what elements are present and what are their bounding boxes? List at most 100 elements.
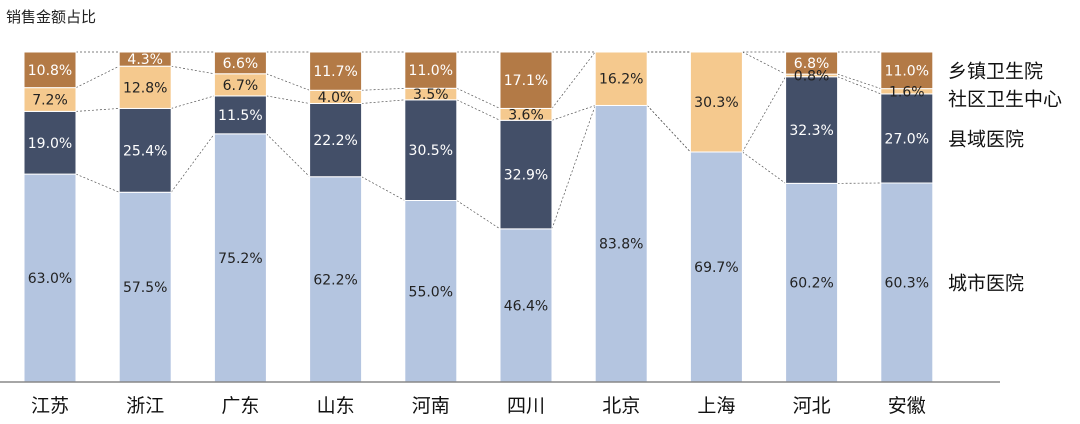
connector-line — [456, 200, 501, 230]
connector-line — [266, 95, 310, 104]
legend-label: 城市医院 — [948, 273, 1024, 295]
data-label: 12.8% — [123, 80, 167, 96]
connector-line — [266, 133, 310, 177]
bar-segment — [880, 93, 934, 184]
data-label: 32.9% — [504, 168, 548, 184]
data-label: 16.2% — [599, 72, 643, 88]
connector-line — [742, 51, 786, 75]
data-label: 27.0% — [885, 131, 929, 147]
data-label: 17.1% — [504, 73, 548, 89]
category-label: 浙江 — [126, 395, 164, 417]
category-label: 四川 — [507, 395, 545, 417]
data-label: 10.8% — [28, 63, 72, 79]
connector-line — [837, 73, 881, 89]
bar-segment — [23, 173, 77, 383]
bar-segment — [689, 151, 743, 383]
legend-label: 县域医院 — [948, 128, 1024, 150]
connector-line — [361, 176, 405, 201]
category-label: 江苏 — [31, 395, 69, 417]
data-label: 22.2% — [313, 133, 357, 149]
connector-line — [266, 73, 310, 91]
data-label: 11.0% — [409, 63, 453, 79]
legend-label: 社区卫生中心 — [948, 88, 1062, 110]
bar-segment — [23, 110, 77, 175]
data-label: 30.3% — [694, 95, 738, 111]
bar-segment — [309, 51, 363, 91]
data-label: 1.6% — [889, 84, 925, 100]
connector-line — [75, 65, 120, 88]
data-label: 4.0% — [318, 90, 354, 106]
data-label: 3.5% — [413, 87, 449, 103]
connector-line — [170, 133, 215, 193]
bar-segment — [213, 133, 267, 383]
bar-segment — [404, 51, 458, 89]
bar-segment — [594, 51, 648, 106]
data-labels: 63.0% 19.0% 7.2% 10.8% 57.5% 25.4% 12.8% 4.3% 75… — [28, 52, 929, 314]
category-label: 河北 — [793, 395, 831, 417]
connector-line — [456, 87, 501, 109]
connector-line — [742, 76, 786, 153]
bar-segment — [785, 76, 839, 184]
data-label: 11.5% — [218, 108, 262, 124]
bar-segment — [689, 51, 743, 153]
connector-line — [742, 151, 786, 184]
bar-segment — [309, 176, 363, 383]
connector-line — [75, 108, 120, 112]
bar-segment — [118, 107, 172, 193]
bar-segment — [785, 51, 839, 75]
data-label: 6.6% — [223, 56, 259, 72]
data-label: 32.3% — [789, 123, 833, 139]
connector-line — [551, 105, 596, 229]
connector-line — [361, 99, 405, 104]
connector-line — [456, 99, 501, 121]
data-label: 60.3% — [885, 276, 929, 292]
bar-segment — [23, 51, 77, 89]
bar-segment — [499, 228, 553, 383]
data-label: 0.8% — [794, 68, 830, 84]
bar-segment — [213, 95, 267, 135]
bar-segment — [785, 182, 839, 383]
data-label: 57.5% — [123, 280, 167, 296]
bars — [23, 51, 934, 383]
connector-lines — [75, 51, 881, 230]
connector-line — [171, 65, 215, 75]
data-label: 63.0% — [28, 271, 72, 287]
category-label: 广东 — [221, 395, 259, 417]
connector-line — [171, 95, 215, 109]
bar-segment — [404, 99, 458, 201]
data-label: 4.3% — [127, 52, 163, 68]
data-label: 6.7% — [223, 78, 259, 94]
bar-segment — [309, 102, 363, 178]
bar-segment — [118, 51, 172, 67]
chart-title: 销售金额占比 — [6, 8, 97, 26]
connector-line — [646, 105, 691, 153]
connector-line — [361, 87, 405, 91]
data-label: 62.2% — [313, 272, 357, 288]
data-label: 7.2% — [32, 93, 68, 109]
data-label: 46.4% — [504, 298, 548, 314]
category-label: 上海 — [697, 395, 735, 417]
data-label: 55.0% — [409, 284, 453, 300]
data-label: 6.8% — [794, 56, 830, 72]
connector-line — [75, 173, 120, 193]
data-label: 30.5% — [409, 143, 453, 159]
data-label: 19.0% — [28, 136, 72, 152]
connector-line — [551, 51, 596, 109]
bar-segment — [594, 104, 648, 383]
category-label: 安徽 — [888, 395, 926, 417]
data-label: 11.7% — [313, 64, 357, 80]
bar-segment — [880, 182, 934, 383]
data-label: 11.0% — [885, 63, 929, 79]
data-label: 25.4% — [123, 143, 167, 159]
category-labels: 江苏 浙江 广东 山东 河南 四川 北京 上海 河北 安徽 — [31, 395, 926, 417]
category-label: 山东 — [317, 395, 355, 417]
data-label: 60.2% — [789, 276, 833, 292]
connector-line — [551, 105, 596, 121]
bar-segment — [499, 51, 553, 109]
category-label: 河南 — [412, 395, 450, 417]
bar-segment — [213, 51, 267, 75]
category-label: 北京 — [602, 395, 640, 417]
bar-segment — [118, 191, 172, 383]
legend-label: 乡镇卫生院 — [948, 60, 1043, 82]
